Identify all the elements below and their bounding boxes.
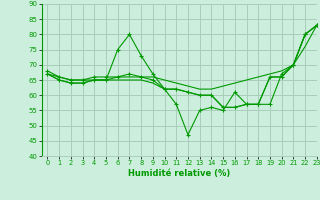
X-axis label: Humidité relative (%): Humidité relative (%) <box>128 169 230 178</box>
